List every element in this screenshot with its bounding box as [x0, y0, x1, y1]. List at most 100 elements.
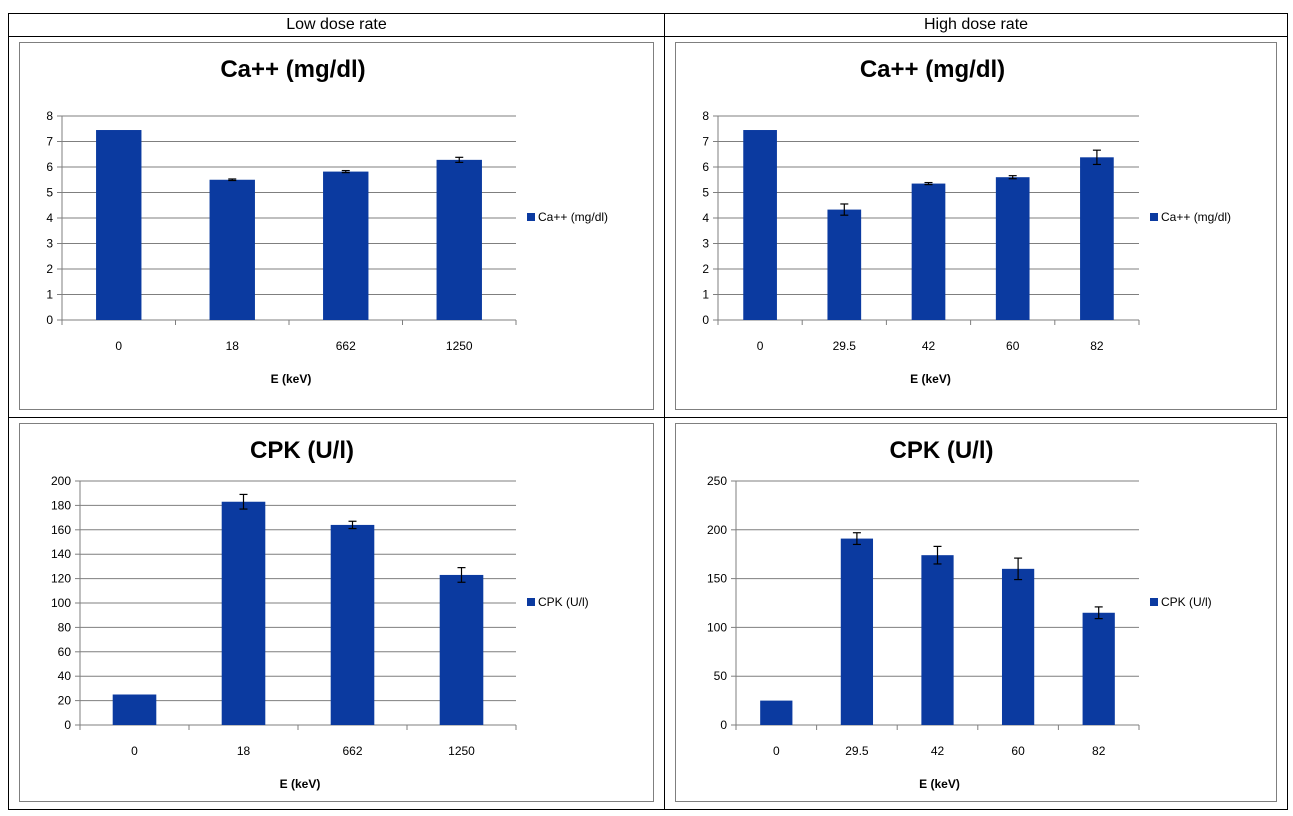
chart-cpk-high-dose-svg: CPK (U/l) 0 50 100 150 200 250 0 29.5 42 60 82 E (ke… [707, 437, 1212, 791]
bar [840, 538, 874, 725]
y-tick-label: 60 [58, 645, 72, 659]
y-tick-label: 8 [702, 109, 709, 123]
bar [760, 700, 793, 725]
y-tick-label: 140 [51, 547, 71, 561]
x-tick-label: 60 [1011, 744, 1025, 758]
x-tick-label: 1250 [448, 744, 475, 758]
x-axis-label: E (keV) [280, 777, 321, 791]
y-tick-label: 0 [46, 313, 53, 327]
bar [995, 177, 1030, 320]
y-tick-label: 7 [702, 135, 709, 149]
x-axis-label: E (keV) [271, 372, 312, 386]
x-tick-label: 0 [773, 744, 780, 758]
x-tick-label: 29.5 [833, 339, 857, 353]
bar [1001, 568, 1035, 725]
y-tick-label: 2 [702, 262, 709, 276]
y-tick-label: 80 [58, 620, 72, 634]
y-tick-label: 0 [720, 718, 727, 732]
bar [112, 694, 157, 725]
y-tick-label: 6 [702, 160, 709, 174]
bar [827, 209, 862, 320]
legend-swatch [1150, 598, 1158, 606]
y-tick-label: 4 [702, 211, 709, 225]
cell-ca-high: Ca++ (mg/dl) 0 1 2 3 4 5 6 7 8 0 29.5 42 60 82 E (keV) C… [665, 37, 1287, 418]
legend-label: Ca++ (mg/dl) [538, 210, 608, 224]
y-tick-label: 150 [707, 572, 727, 586]
x-tick-label: 29.5 [845, 744, 869, 758]
bar [1082, 612, 1115, 725]
x-tick-label: 60 [1006, 339, 1020, 353]
y-tick-label: 20 [58, 694, 72, 708]
x-axis-label: E (keV) [910, 372, 951, 386]
chart-cpk-high-dose: CPK (U/l) 0 50 100 150 200 250 0 29.5 42 60 82 E (ke… [675, 423, 1277, 802]
bar [330, 524, 375, 725]
y-tick-label: 1 [46, 288, 53, 302]
bar [1080, 157, 1114, 320]
y-tick-label: 5 [702, 186, 709, 200]
chart-cpk-low-dose-svg: CPK (U/l) 0 20 40 60 80 100 120 140 160 180 200 0 18 6… [51, 437, 589, 791]
bar [436, 159, 482, 320]
y-tick-label: 40 [58, 669, 72, 683]
x-tick-label: 0 [757, 339, 764, 353]
chart-cpk-low-dose: CPK (U/l) 0 20 40 60 80 100 120 140 160 180 200 0 18 6… [19, 423, 654, 802]
bar [743, 130, 777, 320]
legend-swatch [1150, 213, 1158, 221]
y-tick-label: 100 [51, 596, 71, 610]
bar [911, 183, 946, 320]
legend-label: CPK (U/l) [1161, 595, 1212, 609]
y-tick-label: 3 [46, 237, 53, 251]
column-header-high-dose: High dose rate [665, 14, 1287, 37]
y-tick-label: 120 [51, 572, 71, 586]
cell-cpk-high: CPK (U/l) 0 50 100 150 200 250 0 29.5 42 60 82 E (ke… [665, 418, 1287, 809]
y-tick-label: 0 [64, 718, 71, 732]
chart-ca-low-dose: Ca++ (mg/dl) 0 1 2 3 4 5 6 7 8 0 18 662 1250 E (keV) Ca… [19, 42, 654, 410]
results-table: Low dose rate High dose rate Ca++ (mg/dl… [8, 13, 1288, 810]
y-tick-label: 7 [46, 135, 53, 149]
cell-ca-low: Ca++ (mg/dl) 0 1 2 3 4 5 6 7 8 0 18 662 1250 E (keV) Ca… [9, 37, 665, 418]
x-tick-label: 0 [115, 339, 122, 353]
x-tick-label: 42 [931, 744, 945, 758]
x-tick-label: 42 [922, 339, 936, 353]
cell-cpk-low: CPK (U/l) 0 20 40 60 80 100 120 140 160 180 200 0 18 6… [9, 418, 665, 809]
chart-title: CPK (U/l) [250, 437, 354, 464]
y-tick-label: 0 [702, 313, 709, 327]
y-tick-label: 8 [46, 109, 53, 123]
chart-ca-low-dose-svg: Ca++ (mg/dl) 0 1 2 3 4 5 6 7 8 0 18 662 1250 E (keV) Ca… [46, 56, 608, 386]
chart-title: Ca++ (mg/dl) [220, 56, 365, 83]
chart-ca-high-dose: Ca++ (mg/dl) 0 1 2 3 4 5 6 7 8 0 29.5 42 60 82 E (keV) C… [675, 42, 1277, 410]
x-tick-label: 662 [342, 744, 362, 758]
column-header-low-dose: Low dose rate [9, 14, 665, 37]
legend-label: Ca++ (mg/dl) [1161, 210, 1231, 224]
y-tick-label: 180 [51, 498, 71, 512]
y-tick-label: 5 [46, 186, 53, 200]
x-tick-label: 82 [1092, 744, 1106, 758]
y-tick-label: 250 [707, 474, 727, 488]
x-tick-label: 0 [131, 744, 138, 758]
chart-title: CPK (U/l) [890, 437, 994, 464]
bar [209, 179, 255, 320]
bar [921, 555, 954, 725]
x-tick-label: 1250 [446, 339, 473, 353]
y-tick-label: 200 [707, 523, 727, 537]
bar [221, 501, 266, 725]
x-tick-label: 82 [1090, 339, 1104, 353]
column-header-low-dose-label: Low dose rate [286, 16, 387, 33]
y-tick-label: 4 [46, 211, 53, 225]
bar [96, 130, 142, 320]
y-tick-label: 100 [707, 620, 727, 634]
chart-ca-high-dose-svg: Ca++ (mg/dl) 0 1 2 3 4 5 6 7 8 0 29.5 42 60 82 E (keV) C… [702, 56, 1231, 386]
bar [323, 171, 369, 320]
y-tick-label: 200 [51, 474, 71, 488]
legend-swatch [527, 598, 535, 606]
x-tick-label: 662 [336, 339, 356, 353]
y-tick-label: 3 [702, 237, 709, 251]
x-tick-label: 18 [237, 744, 251, 758]
legend-swatch [527, 213, 535, 221]
column-header-high-dose-label: High dose rate [923, 16, 1029, 33]
y-tick-label: 50 [714, 669, 728, 683]
y-tick-label: 160 [51, 523, 71, 537]
chart-title: Ca++ (mg/dl) [860, 56, 1005, 83]
y-tick-label: 2 [46, 262, 53, 276]
y-tick-label: 1 [702, 288, 709, 302]
x-tick-label: 18 [226, 339, 240, 353]
